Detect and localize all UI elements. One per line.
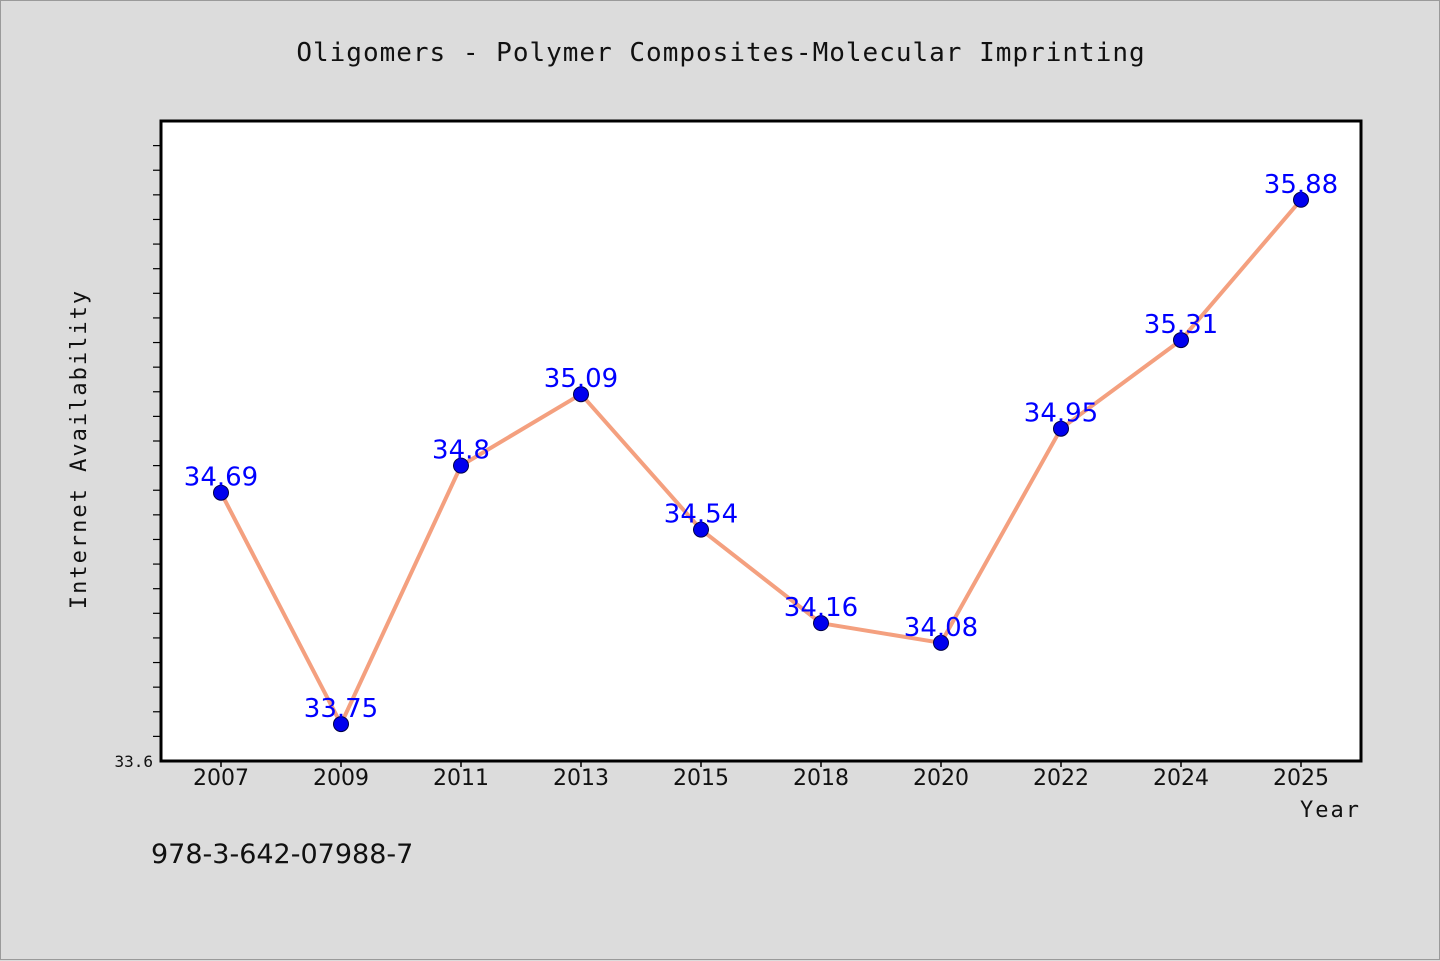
x-tick-label: 2022: [1033, 766, 1089, 791]
data-point-marker: [693, 521, 709, 538]
data-label: 35.09: [544, 364, 618, 394]
footer-code: 978-3-642-07988-7: [151, 839, 413, 870]
x-tick-label: 2024: [1153, 766, 1209, 791]
x-tick-label: 2018: [793, 766, 849, 791]
data-label: 35.88: [1264, 170, 1338, 200]
x-tick-label: 2007: [193, 766, 249, 791]
x-tick-label: 2015: [673, 766, 729, 791]
data-point-marker: [573, 386, 589, 403]
data-label: 34.16: [784, 593, 858, 623]
data-label: 35.31: [1144, 310, 1218, 340]
y-min-tick-label: 33.6: [114, 752, 153, 771]
y-axis-ticks: [153, 145, 161, 737]
data-point-marker: [813, 615, 829, 632]
x-tick-label: 2020: [913, 766, 969, 791]
series-group: 34.69 33.75 34.8 35.09 34.54 34.16 34.08 34.95 3…: [184, 170, 1338, 733]
data-label: 34.69: [184, 463, 258, 493]
data-label: 33.75: [304, 694, 378, 724]
x-tick-label: 2009: [313, 766, 369, 791]
x-axis-label: Year: [1300, 798, 1361, 823]
data-label: 34.95: [1024, 399, 1098, 429]
plot-area: [159, 119, 1363, 763]
data-label: 34.08: [904, 613, 978, 643]
data-point-marker: [453, 457, 469, 474]
data-point-marker: [1053, 420, 1069, 437]
data-point-marker: [933, 634, 949, 651]
data-point-marker: [333, 716, 349, 733]
chart-title: Oligomers - Polymer Composites-Molecular…: [296, 38, 1145, 68]
data-label: 34.54: [664, 500, 738, 530]
x-tick-label: 2013: [553, 766, 609, 791]
data-point-marker: [1173, 332, 1189, 349]
data-point-marker: [213, 484, 229, 501]
y-axis-label: Internet Availability: [67, 289, 92, 609]
data-point-marker: [1293, 191, 1309, 208]
x-axis-ticks: 2007 2009 2011 2013 2015 2018 2020 2022 2024 2025: [193, 761, 1329, 791]
x-tick-label: 2011: [433, 766, 489, 791]
x-tick-label: 2025: [1273, 766, 1329, 791]
data-label: 34.8: [432, 436, 490, 466]
series-line: [219, 197, 1303, 727]
